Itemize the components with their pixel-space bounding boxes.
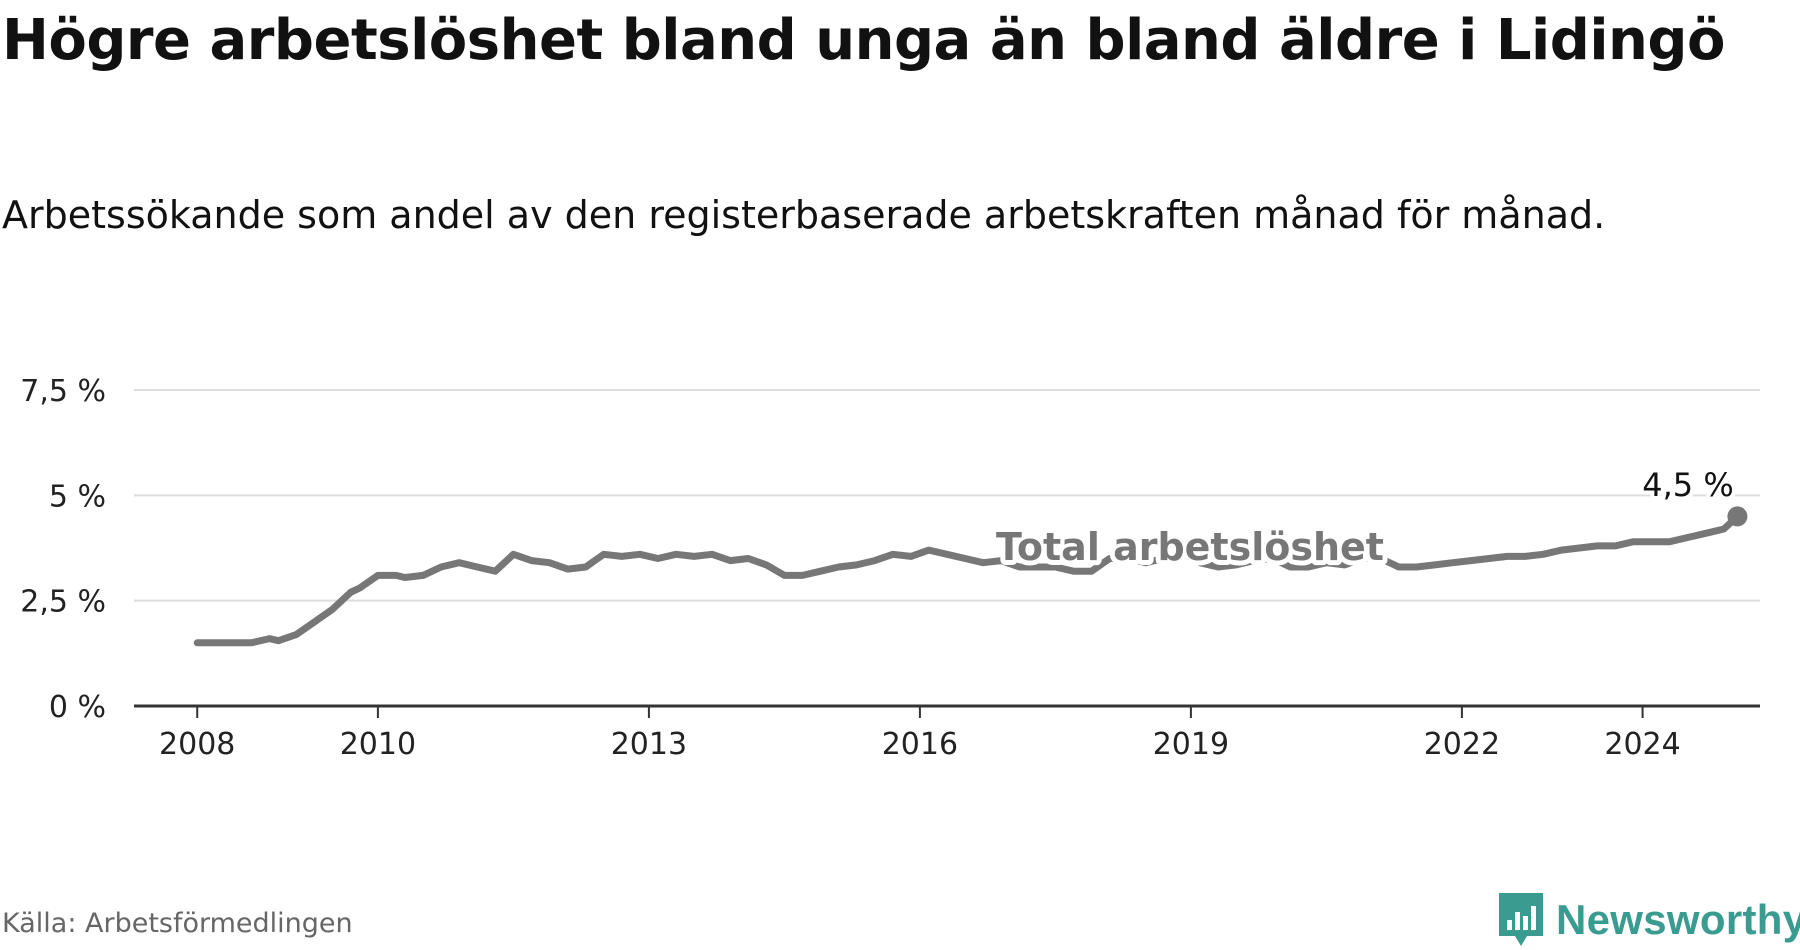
- y-tick-label-2: 5 %: [49, 479, 106, 514]
- y-tick-label-0: 0 %: [49, 690, 106, 725]
- series-label-total: Total arbetslöshet: [996, 525, 1384, 569]
- x-tick-label-3: 2016: [882, 727, 958, 762]
- page-title: Högre arbetslöshet bland unga än bland ä…: [2, 8, 1725, 73]
- x-tick-label-1: 2010: [340, 727, 416, 762]
- source-note: Källa: Arbetsförmedlingen: [2, 908, 353, 939]
- x-axis: 2008 2010 2013 2016 2019 2022 2024: [134, 704, 1760, 762]
- series-line-total: [193, 512, 1741, 647]
- x-tick-label-5: 2022: [1424, 727, 1500, 762]
- series-lines: [193, 506, 1748, 647]
- y-axis-labels: 0 % 2,5 % 5 % 7,5 %: [20, 374, 106, 725]
- end-point-total: [1727, 506, 1748, 527]
- gridlines: [134, 389, 1760, 602]
- x-tick-label-0: 2008: [159, 727, 235, 762]
- chart-subtitle: Arbetssökande som andel av den registerb…: [2, 193, 1606, 237]
- x-tick-label-4: 2019: [1153, 727, 1229, 762]
- newsworthy-logo-text: Newsworthy: [1556, 896, 1800, 943]
- y-tick-label-1: 2,5 %: [20, 585, 106, 620]
- end-value-label-total: 4,5 %: [1642, 466, 1733, 504]
- x-tick-label-2: 2013: [611, 727, 687, 762]
- newsworthy-logo: Newsworthy: [1496, 890, 1800, 950]
- series-labels: Total arbetslöshet 4,5 %: [991, 462, 1738, 574]
- x-tick-label-6: 2024: [1604, 727, 1680, 762]
- y-tick-label-3: 7,5 %: [20, 374, 106, 409]
- newsworthy-logo-icon: [1499, 893, 1543, 946]
